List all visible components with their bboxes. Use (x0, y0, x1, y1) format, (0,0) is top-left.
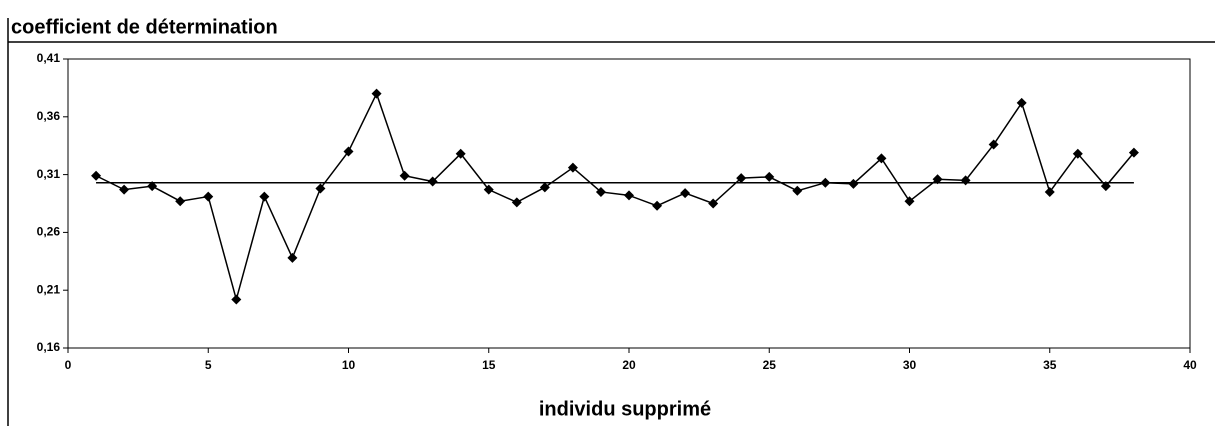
data-point (147, 181, 158, 192)
data-point (203, 191, 214, 202)
data-point (539, 182, 550, 193)
data-point (1128, 147, 1139, 158)
x-tick-label: 30 (903, 358, 917, 372)
data-point (511, 197, 522, 208)
x-axis-label: individu supprimé (539, 398, 711, 420)
data-point (483, 184, 494, 195)
data-point (792, 185, 803, 196)
data-point (595, 186, 606, 197)
y-tick-label: 0,36 (37, 109, 61, 123)
data-point (876, 153, 887, 164)
x-tick-label: 0 (65, 358, 72, 372)
data-point (119, 184, 130, 195)
data-point (680, 188, 691, 199)
data-point (848, 178, 859, 189)
x-tick-label: 5 (205, 358, 212, 372)
data-point (736, 173, 747, 184)
x-tick-label: 35 (1043, 358, 1057, 372)
y-tick-label: 0,16 (37, 340, 61, 354)
data-point (1100, 181, 1111, 192)
chart-title: coefficient de détermination (11, 16, 278, 38)
y-tick-label: 0,26 (37, 225, 61, 239)
x-tick-label: 15 (482, 358, 496, 372)
data-point (315, 183, 326, 194)
y-tick-label: 0,21 (37, 282, 61, 296)
data-point (455, 148, 466, 159)
x-tick-label: 20 (622, 358, 636, 372)
data-point (652, 200, 663, 211)
data-point (1016, 97, 1027, 108)
data-point (932, 174, 943, 185)
y-tick-label: 0,31 (37, 167, 61, 181)
data-point (1044, 186, 1055, 197)
x-tick-label: 25 (763, 358, 777, 372)
data-point (988, 139, 999, 150)
y-tick-label: 0,41 (37, 51, 61, 65)
data-point (259, 191, 270, 202)
data-point (764, 171, 775, 182)
data-point (427, 176, 438, 187)
data-point (624, 190, 634, 201)
data-point (399, 170, 410, 181)
data-point (708, 198, 719, 209)
data-point (175, 196, 186, 207)
data-point (567, 162, 578, 173)
data-point (904, 196, 915, 207)
data-point (371, 88, 382, 99)
data-point (231, 294, 242, 305)
data-point (1072, 148, 1083, 159)
data-point (343, 146, 354, 157)
series-line (95, 91, 1135, 303)
x-tick-label: 10 (342, 358, 356, 372)
data-point (91, 170, 102, 181)
data-point (287, 252, 298, 263)
x-tick-label: 40 (1183, 358, 1197, 372)
